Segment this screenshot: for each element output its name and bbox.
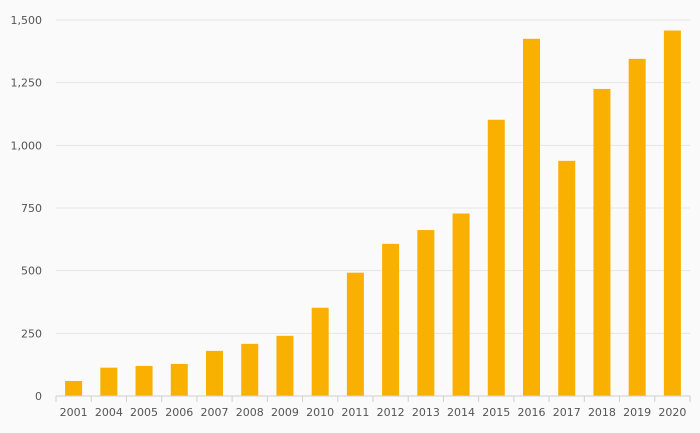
x-tick-label: 2011	[341, 406, 369, 419]
y-axis: 0 250 500 750 1,000 1,250 1,500	[11, 14, 43, 403]
x-tick-label: 2009	[271, 406, 299, 419]
x-tick-label: 2006	[165, 406, 193, 419]
x-tick-label: 2015	[482, 406, 510, 419]
y-tick-label: 250	[21, 327, 42, 340]
x-tick-label: 2020	[658, 406, 686, 419]
y-tick-label: 1,000	[11, 139, 43, 152]
bar-2009[interactable]	[276, 335, 294, 396]
bar-2013[interactable]	[417, 230, 435, 396]
bar-2004[interactable]	[100, 367, 118, 396]
bar-2010[interactable]	[311, 307, 329, 396]
bar-2015[interactable]	[487, 119, 505, 397]
x-tick-label: 2004	[95, 406, 123, 419]
x-tick-label: 2012	[377, 406, 405, 419]
x-tick-label: 2017	[553, 406, 581, 419]
y-tick-label: 1,500	[11, 14, 43, 27]
y-tick-label: 500	[21, 265, 42, 278]
bar-2019[interactable]	[628, 58, 646, 396]
x-tick-label: 2014	[447, 406, 475, 419]
bar-2020[interactable]	[663, 30, 681, 396]
x-tick-label: 2016	[518, 406, 546, 419]
bar-2016[interactable]	[523, 38, 540, 397]
x-tick-label: 2005	[130, 406, 158, 419]
x-tick-label: 2019	[623, 406, 651, 419]
x-tick-label: 2018	[588, 406, 616, 419]
bar-2001[interactable]	[65, 380, 83, 396]
x-tick-label: 2010	[306, 406, 334, 419]
x-tick-label: 2007	[201, 406, 229, 419]
bars-layer	[65, 30, 681, 397]
x-tick-label: 2013	[412, 406, 440, 419]
x-axis: 2001 2004 2005 2006 2007 2008 2009 2010 2011 2012…	[55, 395, 691, 419]
bar-2018[interactable]	[593, 88, 611, 396]
grid-layer	[56, 19, 690, 334]
y-tick-label: 0	[35, 390, 42, 403]
bar-2011[interactable]	[346, 272, 364, 396]
y-tick-label: 1,250	[11, 77, 43, 90]
bar-2017[interactable]	[558, 160, 576, 396]
bar-2006[interactable]	[170, 363, 188, 396]
bar-2005[interactable]	[135, 365, 153, 396]
bar-2014[interactable]	[452, 213, 470, 396]
x-tick-label: 2008	[236, 406, 264, 419]
bar-2012[interactable]	[382, 243, 400, 396]
bar-2007[interactable]	[206, 350, 223, 396]
y-tick-label: 750	[21, 202, 42, 215]
bar-2008[interactable]	[241, 343, 259, 396]
x-tick-label: 2001	[60, 406, 88, 419]
